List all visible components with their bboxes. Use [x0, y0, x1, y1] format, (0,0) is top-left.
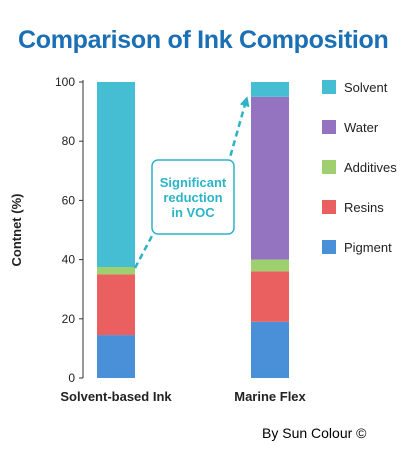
bar-segment-additives — [97, 267, 135, 275]
bars — [97, 82, 289, 378]
y-tick-label: 0 — [68, 371, 75, 385]
legend-swatch — [322, 240, 336, 254]
credit-text: By Sun Colour © — [262, 425, 367, 441]
y-tick-label: 100 — [55, 75, 75, 89]
legend-swatch — [322, 160, 336, 174]
bar-segment-solvent — [97, 82, 135, 267]
bar-segment-additives — [251, 259, 289, 272]
annotation-text-line: Significant — [160, 175, 227, 190]
legend-label: Additives — [344, 160, 397, 175]
y-tick-label: 80 — [62, 134, 76, 148]
legend-swatch — [322, 80, 336, 94]
annotation-text-line: in VOC — [171, 205, 215, 220]
bar-segment-water — [251, 96, 289, 260]
chart-title: Comparison of Ink Composition — [18, 26, 389, 54]
legend-label: Resins — [344, 200, 384, 215]
bar-segment-resins — [251, 271, 289, 322]
bar-segment-resins — [97, 274, 135, 336]
legend-swatch — [322, 120, 336, 134]
x-tick-label: Marine Flex — [234, 389, 306, 404]
y-tick-label: 60 — [62, 193, 76, 207]
legend-swatch — [322, 200, 336, 214]
x-tick-label: Solvent-based Ink — [60, 389, 172, 404]
y-tick-label: 40 — [62, 253, 76, 267]
bar-segment-pigment — [97, 335, 135, 378]
annotation-text-line: reduction — [163, 190, 222, 205]
annotation-box — [151, 159, 235, 235]
legend-label: Water — [344, 120, 379, 135]
y-tick-label: 20 — [62, 312, 76, 326]
bar-segment-pigment — [251, 321, 289, 378]
x-axis-labels: Solvent-based Ink Marine Flex — [60, 389, 306, 404]
legend: Solvent Water Additives Resins Pigment — [322, 80, 397, 255]
y-axis-label: Contnet (%) — [9, 194, 24, 267]
y-axis: 0 20 40 60 80 100 Contnet (%) — [9, 75, 84, 385]
legend-label: Solvent — [344, 80, 388, 95]
arrow-dashed-lower — [133, 233, 155, 269]
bar-segment-solvent — [251, 82, 289, 97]
legend-label: Pigment — [344, 240, 392, 255]
